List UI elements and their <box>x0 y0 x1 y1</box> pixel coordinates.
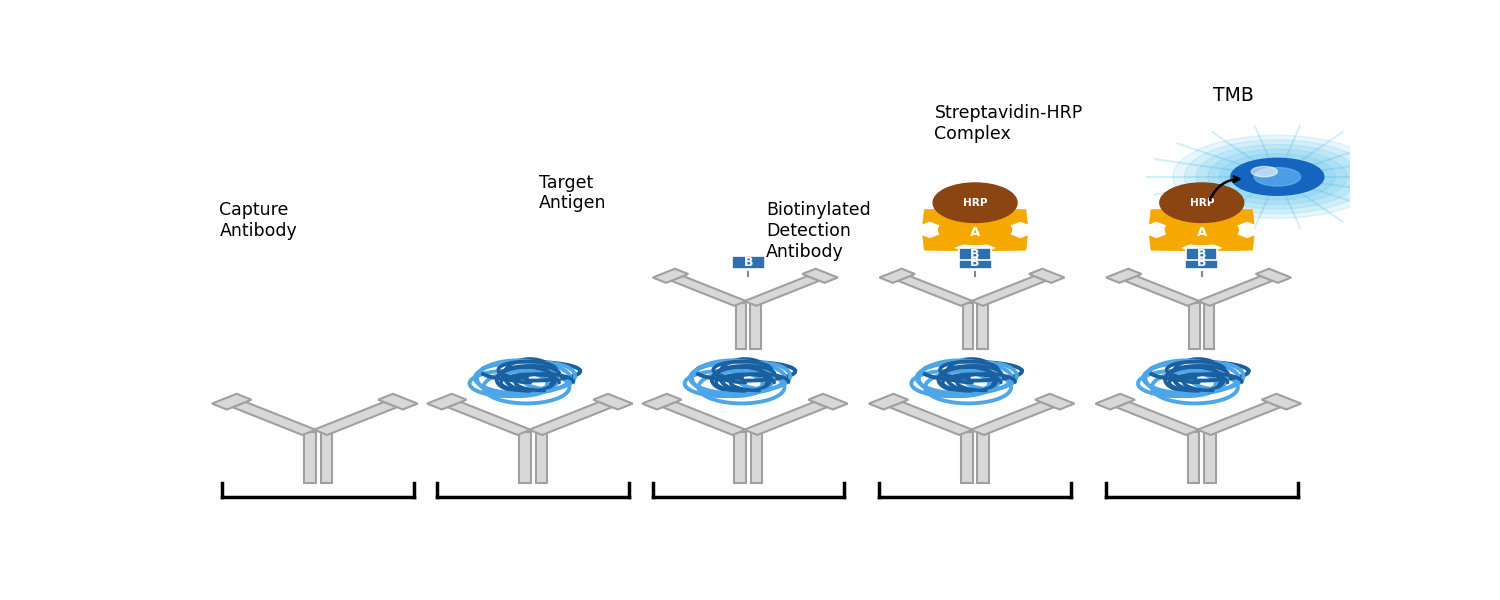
Bar <box>536 433 548 483</box>
Polygon shape <box>1262 394 1300 409</box>
Polygon shape <box>879 269 915 283</box>
Polygon shape <box>868 394 909 409</box>
Text: B: B <box>1197 256 1206 269</box>
Polygon shape <box>211 394 252 409</box>
Text: Streptavidin-HRP
Complex: Streptavidin-HRP Complex <box>934 104 1083 143</box>
Polygon shape <box>1156 212 1214 235</box>
Polygon shape <box>1149 236 1186 251</box>
Polygon shape <box>990 236 1028 251</box>
Polygon shape <box>898 276 972 306</box>
Bar <box>978 433 988 483</box>
Ellipse shape <box>933 183 1017 223</box>
Polygon shape <box>1106 269 1142 283</box>
Polygon shape <box>744 402 827 435</box>
Polygon shape <box>922 209 960 224</box>
Bar <box>962 433 974 483</box>
Polygon shape <box>1216 236 1254 251</box>
Circle shape <box>1185 140 1371 214</box>
Bar <box>750 304 760 349</box>
Text: Target
Antigen: Target Antigen <box>538 173 606 212</box>
Polygon shape <box>1125 276 1200 306</box>
Bar <box>1204 304 1215 349</box>
Polygon shape <box>530 402 612 435</box>
Polygon shape <box>427 394 466 409</box>
Text: B: B <box>970 248 980 260</box>
Polygon shape <box>642 394 681 409</box>
Polygon shape <box>744 276 819 306</box>
Polygon shape <box>1029 269 1065 283</box>
Text: Capture
Antibody: Capture Antibody <box>219 202 297 240</box>
Polygon shape <box>652 269 688 283</box>
Polygon shape <box>963 225 1020 248</box>
Polygon shape <box>232 402 315 435</box>
Bar <box>963 304 974 349</box>
Polygon shape <box>922 236 960 251</box>
Text: B: B <box>970 256 980 269</box>
Circle shape <box>1196 145 1359 209</box>
Polygon shape <box>1190 225 1246 248</box>
Bar <box>1204 433 1215 483</box>
Text: HRP: HRP <box>963 198 987 208</box>
Polygon shape <box>670 276 746 306</box>
Text: TMB: TMB <box>1214 86 1254 105</box>
Polygon shape <box>1149 209 1186 224</box>
Text: B: B <box>1197 248 1206 260</box>
Polygon shape <box>990 209 1028 224</box>
Polygon shape <box>1216 209 1254 224</box>
Bar <box>735 433 746 483</box>
Polygon shape <box>970 402 1054 435</box>
Polygon shape <box>930 212 987 235</box>
Polygon shape <box>1256 269 1292 283</box>
Polygon shape <box>1190 212 1246 235</box>
Circle shape <box>1220 154 1335 200</box>
Text: B: B <box>744 256 753 269</box>
Polygon shape <box>802 269 838 283</box>
Polygon shape <box>378 394 417 409</box>
Circle shape <box>1251 166 1278 177</box>
Bar <box>750 433 762 483</box>
Circle shape <box>939 215 1011 244</box>
Circle shape <box>1166 215 1238 244</box>
Polygon shape <box>1198 276 1272 306</box>
Polygon shape <box>447 402 531 435</box>
Polygon shape <box>890 402 972 435</box>
Circle shape <box>1232 158 1324 195</box>
Bar <box>1188 433 1200 483</box>
Polygon shape <box>808 394 847 409</box>
Polygon shape <box>1197 402 1281 435</box>
Polygon shape <box>972 276 1046 306</box>
Circle shape <box>1254 167 1300 186</box>
Bar <box>519 433 531 483</box>
Ellipse shape <box>1160 183 1244 223</box>
Polygon shape <box>1095 394 1136 409</box>
Polygon shape <box>663 402 746 435</box>
Polygon shape <box>592 394 633 409</box>
Circle shape <box>1173 135 1382 218</box>
Bar <box>736 304 747 349</box>
Text: HRP: HRP <box>1190 198 1214 208</box>
Text: A: A <box>970 226 980 239</box>
Polygon shape <box>1116 402 1198 435</box>
Circle shape <box>1208 149 1347 205</box>
Polygon shape <box>963 212 1020 235</box>
Polygon shape <box>1035 394 1074 409</box>
Polygon shape <box>930 225 987 248</box>
Text: A: A <box>1197 226 1208 239</box>
Bar <box>321 433 332 483</box>
Polygon shape <box>1156 225 1214 248</box>
Polygon shape <box>314 402 398 435</box>
Bar <box>304 433 316 483</box>
Bar <box>976 304 987 349</box>
Bar <box>1190 304 1200 349</box>
Text: Biotinylated
Detection
Antibody: Biotinylated Detection Antibody <box>766 202 870 261</box>
